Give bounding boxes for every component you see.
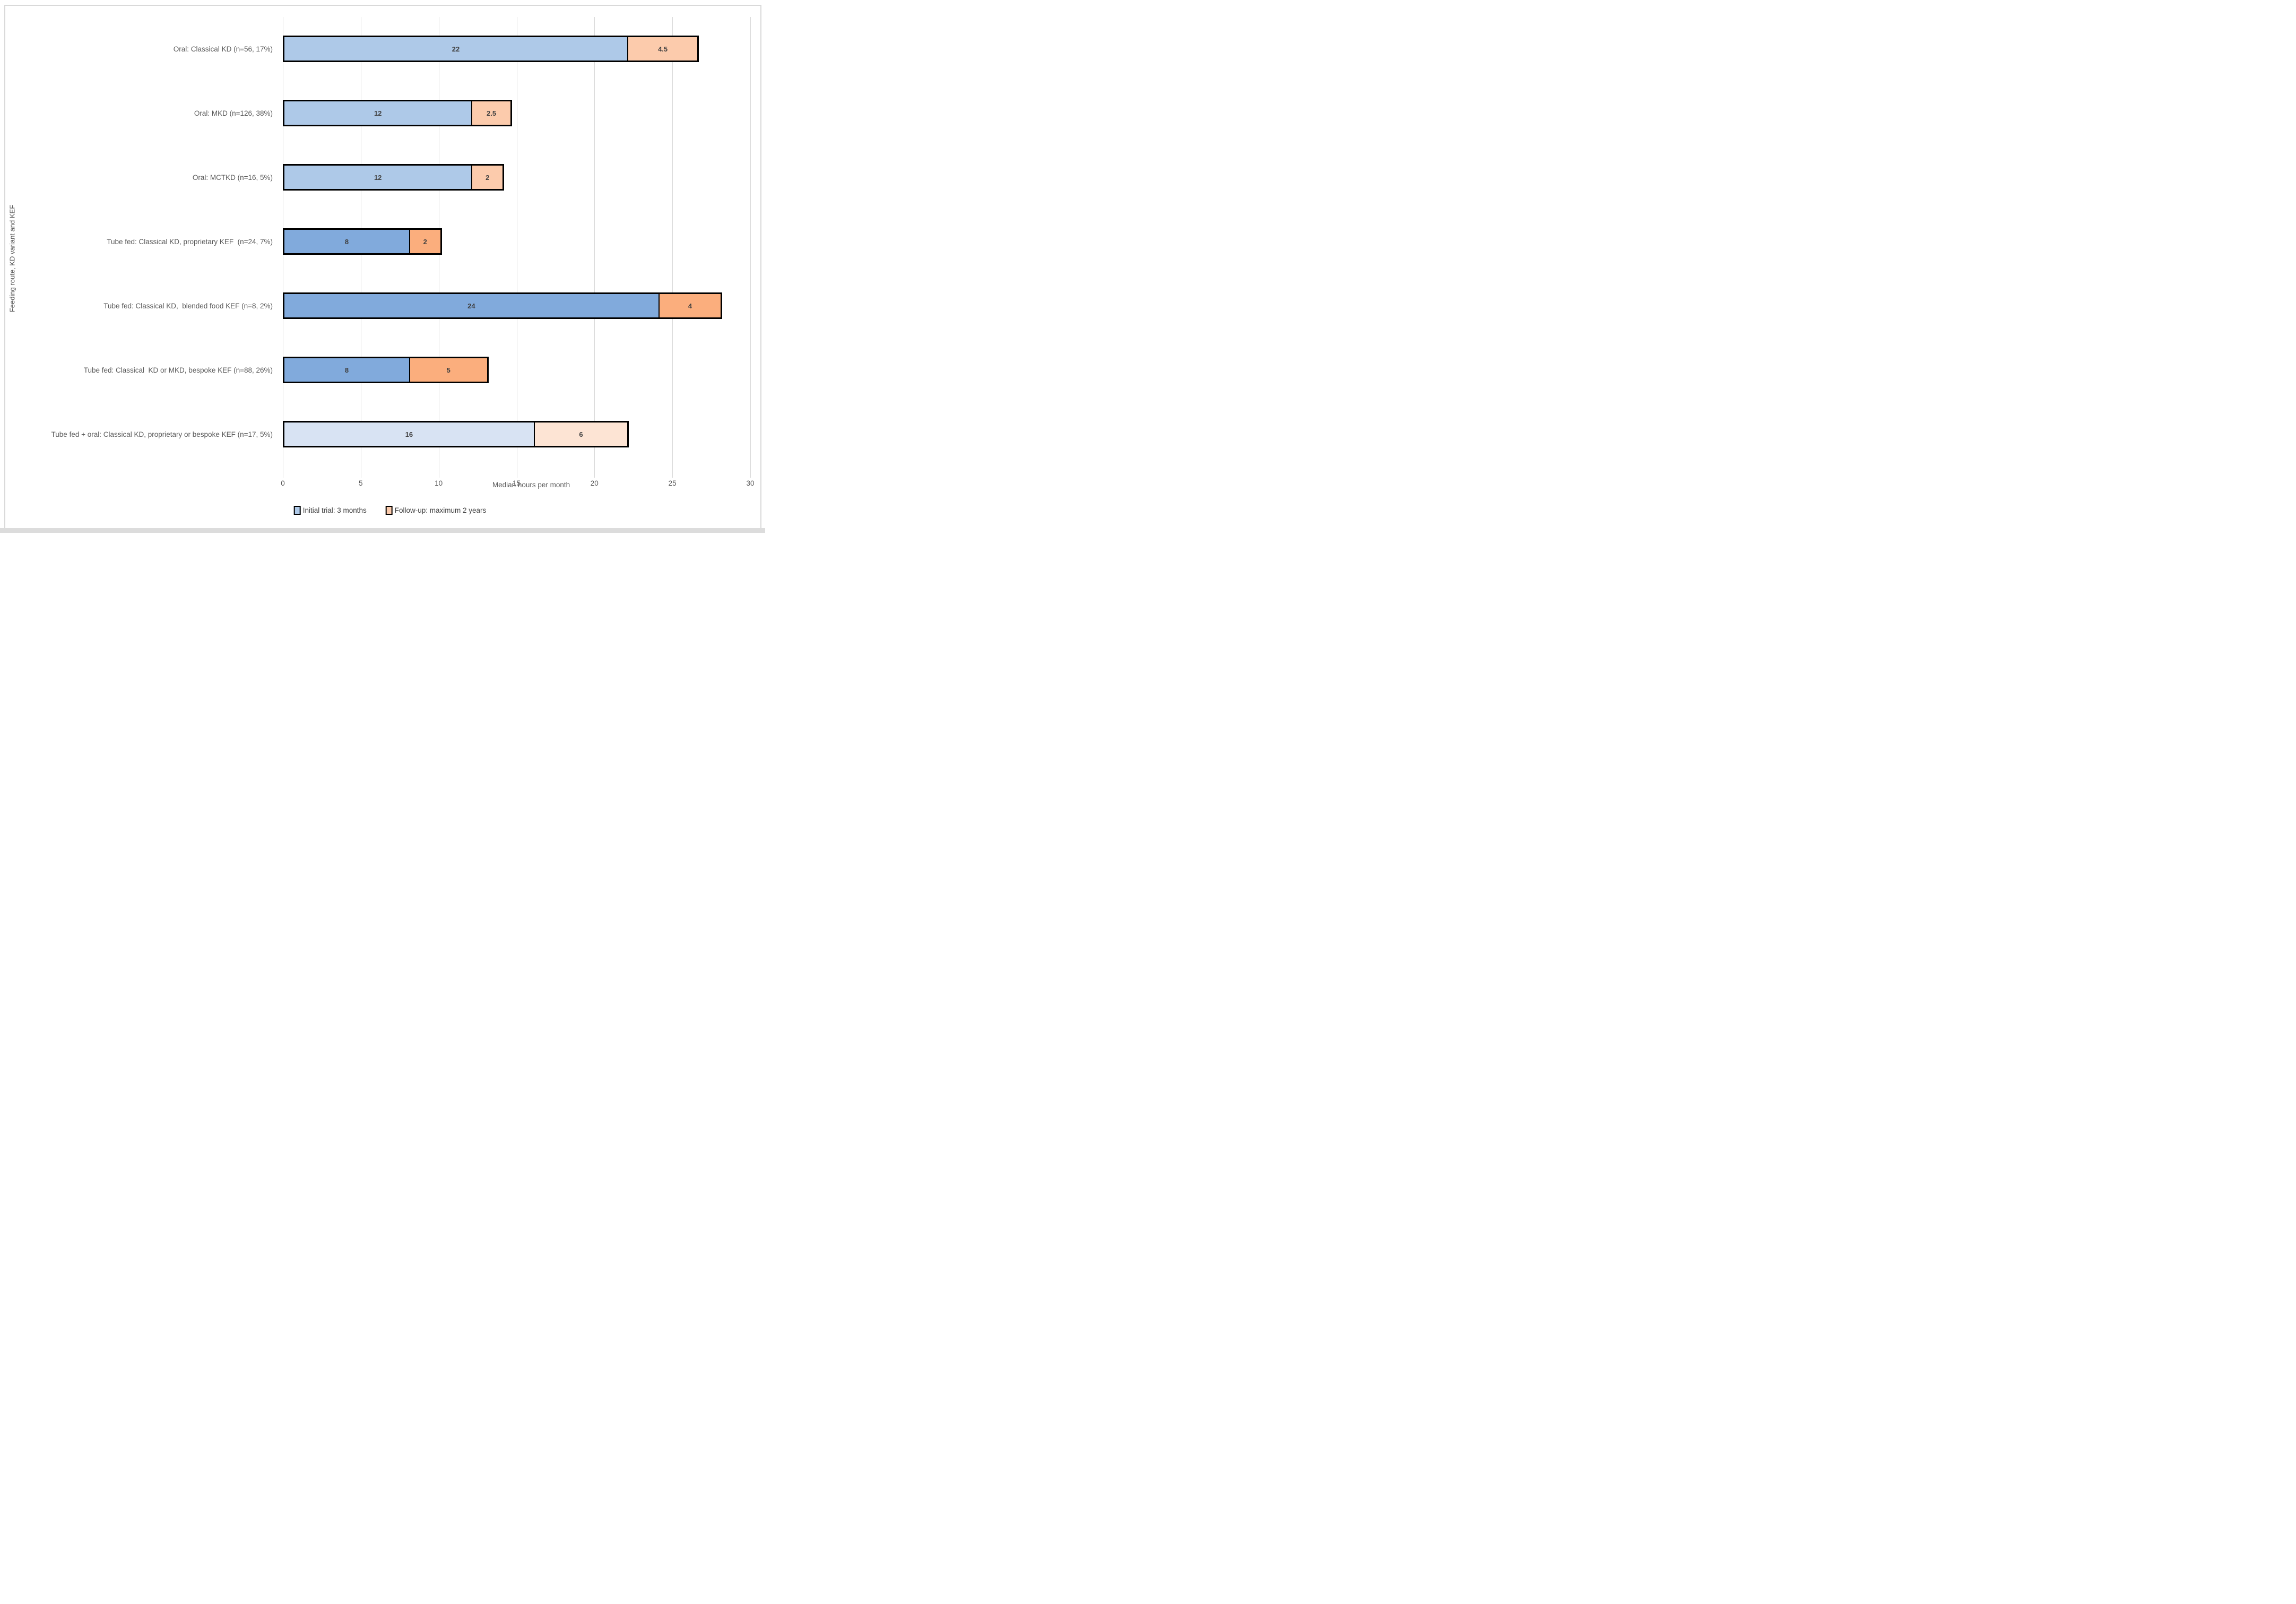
category-label: Tube fed: Classical KD, proprietary KEF …: [107, 237, 273, 246]
legend-marker-icon: [293, 506, 301, 515]
bar-value-label: 22: [452, 45, 460, 53]
bar-segment-followup: 6: [533, 422, 628, 446]
gridline-x-20: [594, 17, 595, 478]
category-label: Oral: MKD (n=126, 38%): [194, 109, 273, 117]
figure-border-top: [4, 5, 761, 6]
legend-item-2: Follow-up: maximum 2 years: [385, 506, 487, 515]
x-axis-title: Median hours per month: [492, 481, 570, 489]
bar-segment-followup: 2: [409, 230, 440, 253]
bar-value-label: 12: [374, 109, 382, 117]
bar-value-label: 2: [423, 237, 427, 246]
x-tick-label-0: 0: [281, 479, 285, 487]
bar-value-label: 12: [374, 173, 382, 182]
x-tick-label-10: 10: [435, 479, 443, 487]
x-tick-label-5: 5: [359, 479, 363, 487]
bar-segment-initial: 12: [284, 166, 472, 189]
bar-segment-followup: 5: [409, 358, 487, 382]
legend: Initial trial: 3 months Follow-up: maximu…: [293, 506, 487, 515]
bar-value-label: 8: [344, 366, 349, 374]
legend-marker-icon: [385, 506, 393, 515]
category-label: Oral: MCTKD (n=16, 5%): [192, 173, 273, 182]
x-tick-label-30: 30: [746, 479, 755, 487]
category-label: Oral: Classical KD (n=56, 17%): [173, 45, 273, 53]
figure-border-right: [760, 5, 761, 528]
bar-segment-followup: 4.5: [627, 37, 698, 61]
bar-value-label: 2: [486, 173, 490, 182]
bar-segment-initial: 8: [284, 358, 409, 382]
bar-2: 12 2.5: [283, 100, 512, 126]
legend-label: Initial trial: 3 months: [302, 506, 367, 514]
bar-value-label: 16: [405, 430, 413, 438]
bar-1: 22 4.5: [283, 36, 699, 62]
bar-segment-initial: 24: [284, 294, 659, 317]
bar-value-label: 24: [467, 301, 475, 310]
figure-bottom-strip: [0, 528, 765, 533]
bar-segment-initial: 16: [284, 422, 534, 446]
bar-segment-followup: 2.5: [471, 101, 510, 125]
figure-border-left: [4, 5, 5, 528]
bar-segment-initial: 12: [284, 101, 472, 125]
bar-value-label: 8: [344, 237, 349, 246]
x-tick-label-20: 20: [590, 479, 599, 487]
category-label: Tube fed: Classical KD, blended food KEF…: [103, 301, 273, 310]
bar-value-label: 4.5: [658, 45, 668, 53]
bar-segment-initial: 22: [284, 37, 628, 61]
bar-value-label: 6: [579, 430, 583, 438]
bar-value-label: 4: [688, 301, 692, 310]
gridline-x-25: [672, 17, 673, 478]
legend-item-1: Initial trial: 3 months: [293, 506, 367, 515]
x-tick-label-25: 25: [668, 479, 677, 487]
bar-value-label: 5: [446, 366, 450, 374]
legend-label: Follow-up: maximum 2 years: [394, 506, 487, 514]
bar-segment-initial: 8: [284, 230, 409, 253]
x-tick-label-15: 15: [512, 479, 521, 487]
gridline-x-30: [750, 17, 751, 478]
bar-7: 16 6: [283, 421, 629, 447]
bar-segment-followup: 4: [658, 294, 721, 317]
category-label: Tube fed: Classical KD or MKD, bespoke K…: [83, 366, 273, 374]
bar-value-label: 2.5: [487, 109, 497, 117]
category-label: Tube fed + oral: Classical KD, proprieta…: [51, 430, 273, 438]
bar-3: 12 2: [283, 164, 505, 191]
bar-5: 24 4: [283, 292, 723, 319]
bar-segment-followup: 2: [471, 166, 503, 189]
chart-figure: Feeding route, KD variant and KEF Median…: [0, 0, 765, 534]
